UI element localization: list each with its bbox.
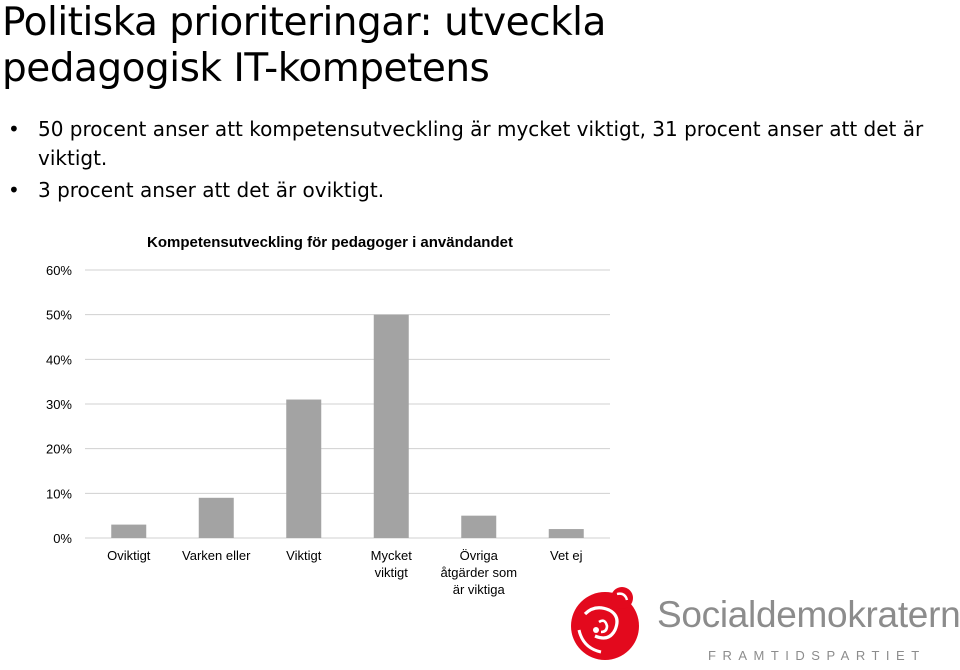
x-tick-label: Varken eller (182, 548, 251, 563)
chart-title: Kompetensutveckling för pedagoger i anvä… (147, 234, 513, 251)
logo-wordmark: Socialdemokraterna (657, 594, 960, 635)
y-tick-label: 40% (46, 352, 72, 367)
bar (111, 524, 147, 538)
rose-icon (571, 587, 639, 660)
bullet-item: • 3 procent anser att det är oviktigt. (8, 176, 928, 205)
y-tick-label: 10% (46, 486, 72, 501)
x-tick-label: Övriga åtgärder som är viktiga (440, 548, 517, 597)
y-tick-label: 0% (53, 531, 72, 546)
bullet-list: • 50 procent anser att kompetensutveckli… (8, 115, 928, 208)
bullet-text: 3 procent anser att det är oviktigt. (38, 178, 385, 202)
bars (111, 314, 584, 538)
y-tick-label: 60% (46, 263, 72, 278)
bullet-item: • 50 procent anser att kompetensutveckli… (8, 115, 928, 173)
bar-chart: Kompetensutveckling för pedagoger i anvä… (46, 234, 610, 597)
y-tick-label: 20% (46, 442, 72, 457)
y-axis-ticks: 0% 10% 20% 30% 40% 50% 60% (46, 263, 72, 546)
bar (286, 399, 322, 538)
slide-title-line-1: Politiska prioriteringar: utveckla (2, 0, 606, 45)
y-tick-label: 30% (46, 397, 72, 412)
bar (461, 515, 497, 538)
logo-tagline: FRAMTIDSPARTIET (708, 648, 926, 663)
gridlines (85, 269, 610, 539)
x-tick-label: Mycket viktigt (371, 548, 413, 580)
party-logo: Socialdemokraterna FRAMTIDSPARTIET (565, 586, 960, 670)
slide-title-line-2: pedagogisk IT-kompetens (2, 46, 490, 91)
bullet-text: 50 procent anser att kompetensutveckling… (38, 117, 924, 170)
slide-title: Politiska prioriteringar: utveckla pedag… (2, 0, 952, 92)
x-tick-label: Vet ej (550, 548, 583, 563)
bar (373, 314, 409, 538)
x-axis-labels: Oviktigt Varken eller Viktigt Mycket viktigt… (107, 548, 583, 597)
x-tick-label: Viktigt (286, 548, 322, 563)
bullet-dot-icon: • (8, 117, 20, 141)
y-tick-label: 50% (46, 308, 72, 323)
bar (198, 497, 234, 538)
bar (548, 529, 584, 538)
x-tick-label: Oviktigt (107, 548, 151, 563)
bullet-dot-icon: • (8, 178, 20, 202)
